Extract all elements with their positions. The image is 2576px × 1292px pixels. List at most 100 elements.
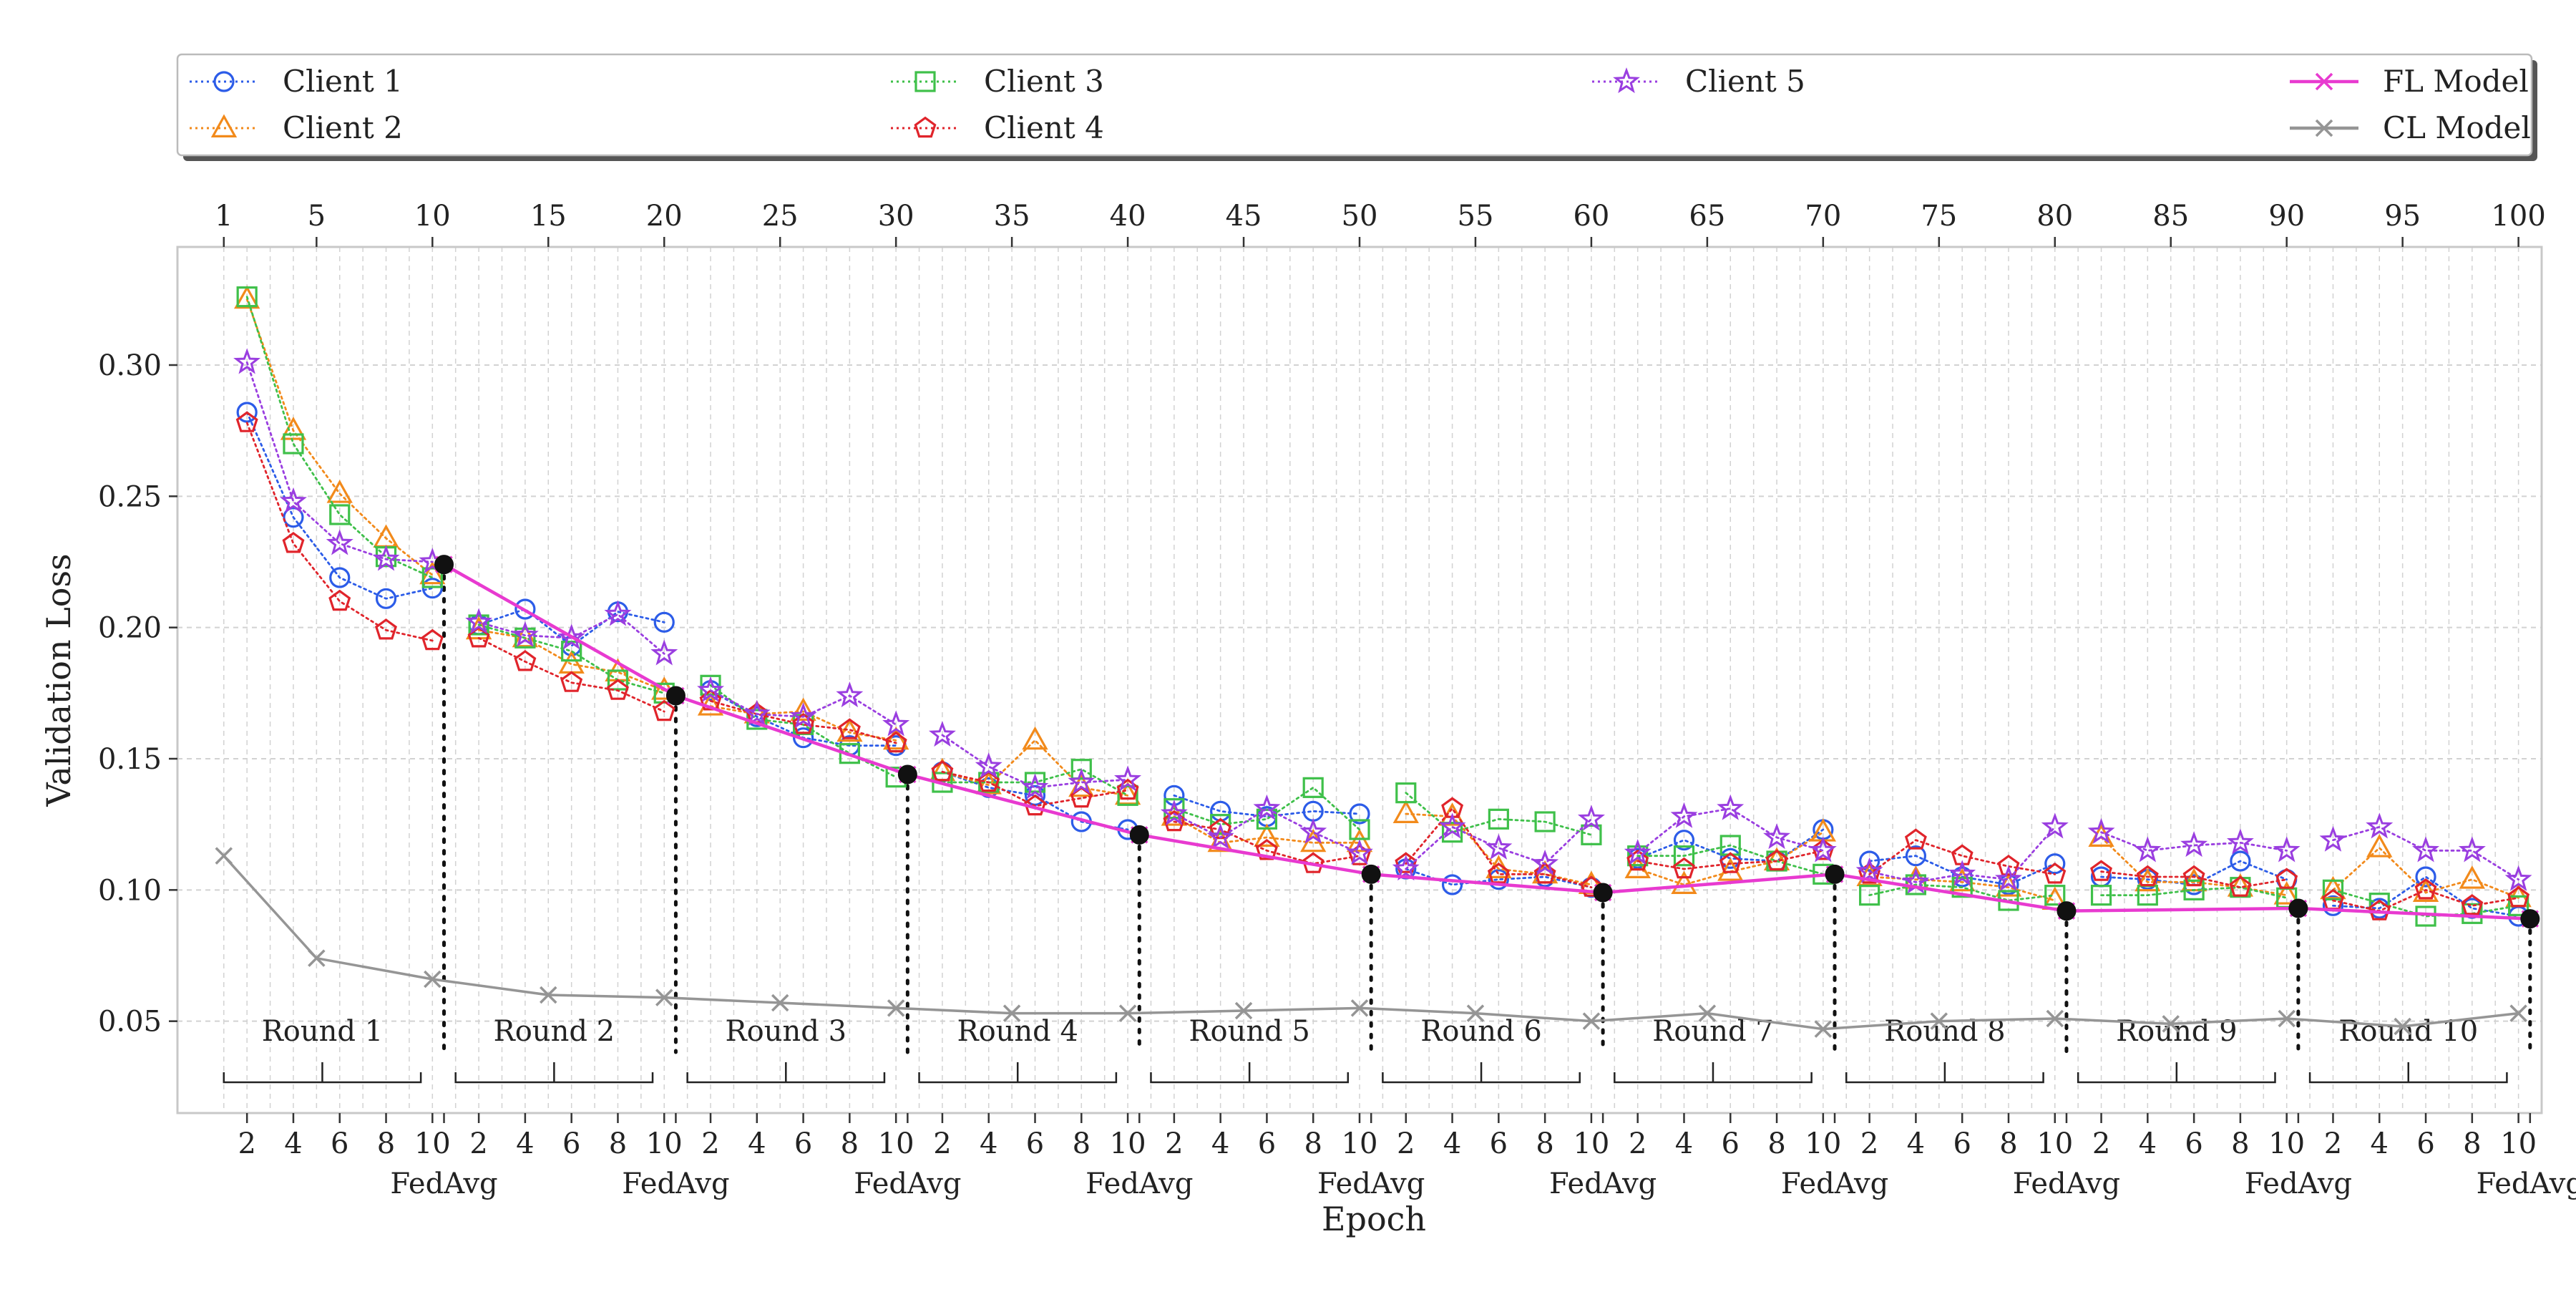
legend-marker (1613, 67, 1640, 94)
client-1-line (477, 608, 665, 648)
cl-model-point (424, 970, 441, 989)
client-2-point (1254, 823, 1280, 847)
x-stroke (308, 949, 326, 967)
client-5-point (2319, 825, 2347, 852)
client-2-point (1114, 781, 1141, 805)
client-3-line (941, 768, 1129, 797)
legend-label: Client 1 (283, 64, 403, 99)
bottom-x-tick-label: 8 (1536, 1127, 1553, 1160)
client-5-point (326, 529, 353, 555)
client-3-line (477, 623, 665, 694)
client-2-point (2273, 881, 2300, 905)
client-3-point (2462, 903, 2483, 924)
client-3-line (1636, 844, 1825, 875)
cl-model-point (308, 949, 326, 967)
client-5-point (2226, 828, 2254, 855)
client-1-point (2322, 895, 2344, 916)
legend-label: Client 5 (1685, 64, 1805, 99)
fedavg-label: FedAvg (854, 1167, 961, 1200)
legend-item-client-1: Client 1 (190, 64, 403, 99)
client-2-line (941, 739, 1129, 797)
client-4-point (699, 689, 722, 711)
client-1-point (792, 727, 814, 749)
client-4-point (1673, 857, 1695, 879)
x-stroke (215, 847, 233, 865)
legend-marker (213, 71, 235, 92)
legend-marker (2315, 72, 2333, 91)
client-3-point (1256, 808, 1278, 830)
client-4-point (235, 411, 258, 432)
bottom-x-tick-label: 8 (2463, 1127, 2481, 1160)
cl-model-point (1350, 999, 1369, 1017)
client-1-point (514, 598, 536, 620)
x-stroke (655, 989, 673, 1006)
client-5-point (836, 681, 864, 708)
bottom-x-tick-label: 4 (1907, 1127, 1925, 1160)
top-x-tick-label: 30 (878, 200, 914, 233)
client-4-line (941, 770, 1129, 807)
legend-marker (914, 71, 936, 92)
top-x-tick-label: 60 (1573, 200, 1609, 233)
bottom-x-tick-label: 2 (1860, 1127, 1878, 1160)
cl-model-point (771, 994, 789, 1012)
client-3-point (1070, 759, 1092, 780)
bottom-x-tick-label: 10 (1805, 1127, 1841, 1160)
client-3-point (1534, 811, 1556, 832)
fl-model-aggregate-dot (665, 686, 686, 706)
fl-model-aggregate-dot (434, 555, 454, 575)
client-1-point (1349, 803, 1370, 825)
client-4-point (1302, 852, 1324, 873)
bottom-x-tick-label: 4 (2371, 1127, 2389, 1160)
client-5-line (1405, 817, 1593, 870)
client-2-point (1392, 800, 1419, 823)
legend: Client 1 Client 2 Client 3 Client 4 Client 5… (176, 53, 2537, 161)
client-3-point (1673, 845, 1695, 867)
cl-model-point (2046, 1009, 2064, 1028)
y-tick-label: 0.10 (98, 874, 162, 907)
x-stroke (1350, 999, 1369, 1017)
client-4-point (1024, 794, 1046, 816)
client-2-point (234, 285, 260, 309)
client-5-point (1994, 865, 2022, 891)
client-4-point (1626, 849, 1649, 871)
legend-label: FL Model (2383, 64, 2529, 99)
top-x-tick-label: 75 (1921, 200, 1957, 233)
top-x-tick-label: 50 (1342, 200, 1378, 233)
y-tick-label: 0.20 (98, 612, 162, 645)
client-5-point (2134, 836, 2162, 863)
client-3-point (2415, 905, 2436, 927)
round-annotations: Round 1 Round 2 Round 3 Round 4 Round 5 Round… (223, 1015, 2508, 1084)
client-4-point (1116, 778, 1139, 800)
client-4-line (1636, 849, 1825, 870)
fl-model-aggregate-dot (2057, 901, 2077, 921)
client-3-line (709, 684, 897, 779)
client-3-line (1405, 792, 1593, 836)
client-4-point (1255, 839, 1278, 860)
client-3-point (1627, 845, 1649, 867)
client-5-line (1636, 807, 1825, 855)
client-5-point (743, 699, 771, 726)
x-stroke (2509, 1004, 2527, 1022)
fedavg-label: FedAvg (622, 1167, 729, 1200)
client-1-line (1868, 855, 2057, 886)
cl-model-point (1582, 1012, 1601, 1030)
cl-model-point (2162, 1015, 2180, 1033)
client-4-point (2368, 899, 2391, 921)
bottom-x-tick-label: 2 (701, 1127, 719, 1160)
client-3-line (2332, 888, 2520, 918)
top-x-tick-label: 20 (646, 200, 683, 233)
client-1-line (245, 411, 434, 600)
cl-model-point (1814, 1020, 1833, 1038)
top-x-tick-label: 80 (2036, 200, 2073, 233)
client-3-point (329, 504, 351, 525)
fedavg-label: FedAvg (1085, 1167, 1193, 1200)
x-stroke (2315, 119, 2333, 137)
client-1-point (2044, 853, 2066, 875)
client-5-point (1948, 860, 1976, 886)
client-5-point (1392, 855, 1420, 881)
client-5-point (2273, 836, 2301, 863)
client-4-line (1405, 807, 1593, 889)
bottom-x-tick-label: 4 (1211, 1127, 1229, 1160)
client-5-point (511, 621, 539, 647)
round-bracket (223, 1062, 422, 1084)
